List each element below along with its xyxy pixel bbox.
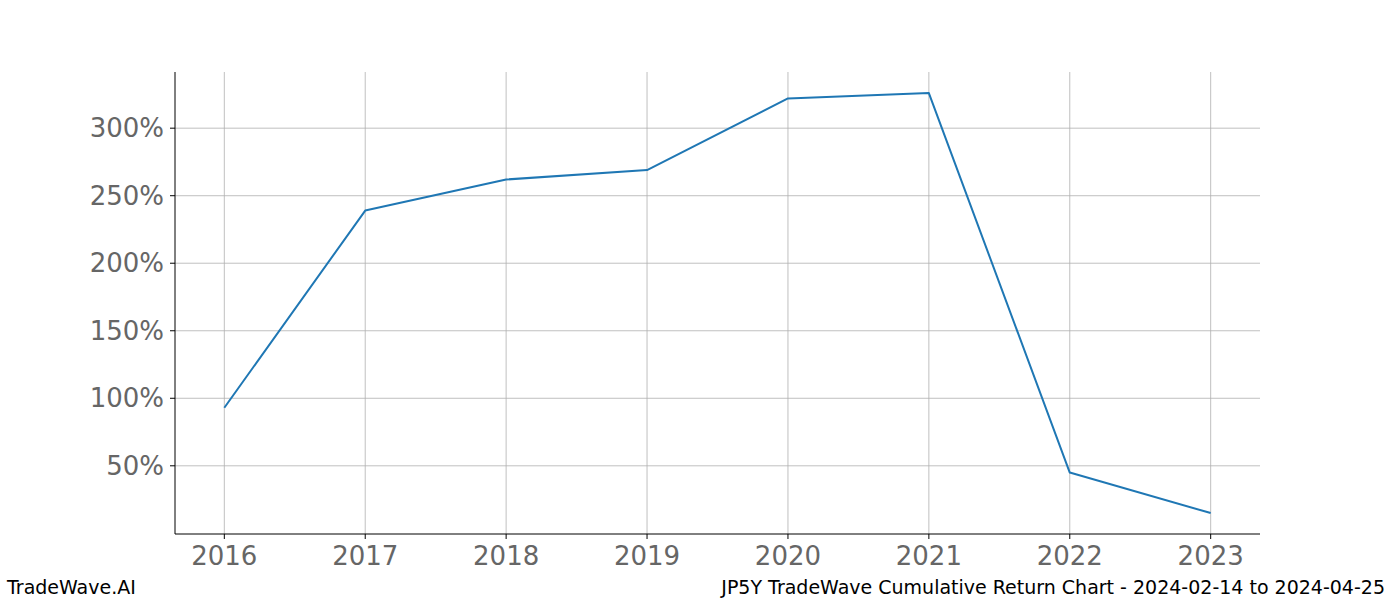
plot-data [224, 93, 1210, 513]
x-tick-label: 2018 [473, 541, 539, 571]
y-grid-line [175, 330, 1260, 331]
x-tick-label: 2017 [332, 541, 398, 571]
x-tick-label: 2016 [191, 541, 257, 571]
x-grid-line [365, 72, 366, 534]
y-tick [170, 465, 175, 466]
x-grid-line [1210, 72, 1211, 534]
y-grid-line [175, 195, 1260, 196]
y-tick [170, 398, 175, 399]
x-tick-label: 2019 [614, 541, 680, 571]
x-grid-line [224, 72, 225, 534]
x-tick [224, 534, 225, 539]
chart-svg: 2016 2017 2018 2019 2020 2021 2022 2023 50% 100% 1… [0, 0, 1400, 600]
y-tick-label: 100% [90, 383, 164, 413]
y-tick-label: 150% [90, 316, 164, 346]
x-tick [1210, 534, 1211, 539]
y-grid-line [175, 128, 1260, 129]
grid [175, 72, 1260, 534]
x-tick [787, 534, 788, 539]
y-grid-line [175, 398, 1260, 399]
x-axis-line [175, 534, 1260, 535]
x-tick-label: 2021 [896, 541, 962, 571]
y-tick-label: 50% [106, 451, 164, 481]
return-line [224, 93, 1210, 513]
y-grid-line [175, 465, 1260, 466]
x-tick-label: 2022 [1037, 541, 1103, 571]
x-tick-label: 2020 [755, 541, 821, 571]
y-tick [170, 330, 175, 331]
y-grid-line [175, 263, 1260, 264]
y-tick [170, 263, 175, 264]
x-grid-line [506, 72, 507, 534]
x-tick [1069, 534, 1070, 539]
y-tick [170, 128, 175, 129]
x-tick [928, 534, 929, 539]
y-tick-label: 250% [90, 181, 164, 211]
y-axis-line [175, 72, 176, 534]
y-tick-label: 300% [90, 113, 164, 143]
x-tick [365, 534, 366, 539]
axes: 2016 2017 2018 2019 2020 2021 2022 2023 50% 100% 1… [90, 72, 1260, 571]
chart-container: 2016 2017 2018 2019 2020 2021 2022 2023 50% 100% 1… [0, 0, 1400, 600]
source-text: TradeWave.AI [6, 576, 136, 598]
y-tick-label: 200% [90, 248, 164, 278]
x-grid-line [1069, 72, 1070, 534]
x-tick-label: 2023 [1178, 541, 1244, 571]
background [0, 0, 1400, 600]
x-grid-line [928, 72, 929, 534]
x-grid-line [647, 72, 648, 534]
x-grid-line [787, 72, 788, 534]
chart-title: JP5Y TradeWave Cumulative Return Chart -… [720, 576, 1385, 598]
y-tick [170, 195, 175, 196]
x-tick [647, 534, 648, 539]
x-tick [506, 534, 507, 539]
